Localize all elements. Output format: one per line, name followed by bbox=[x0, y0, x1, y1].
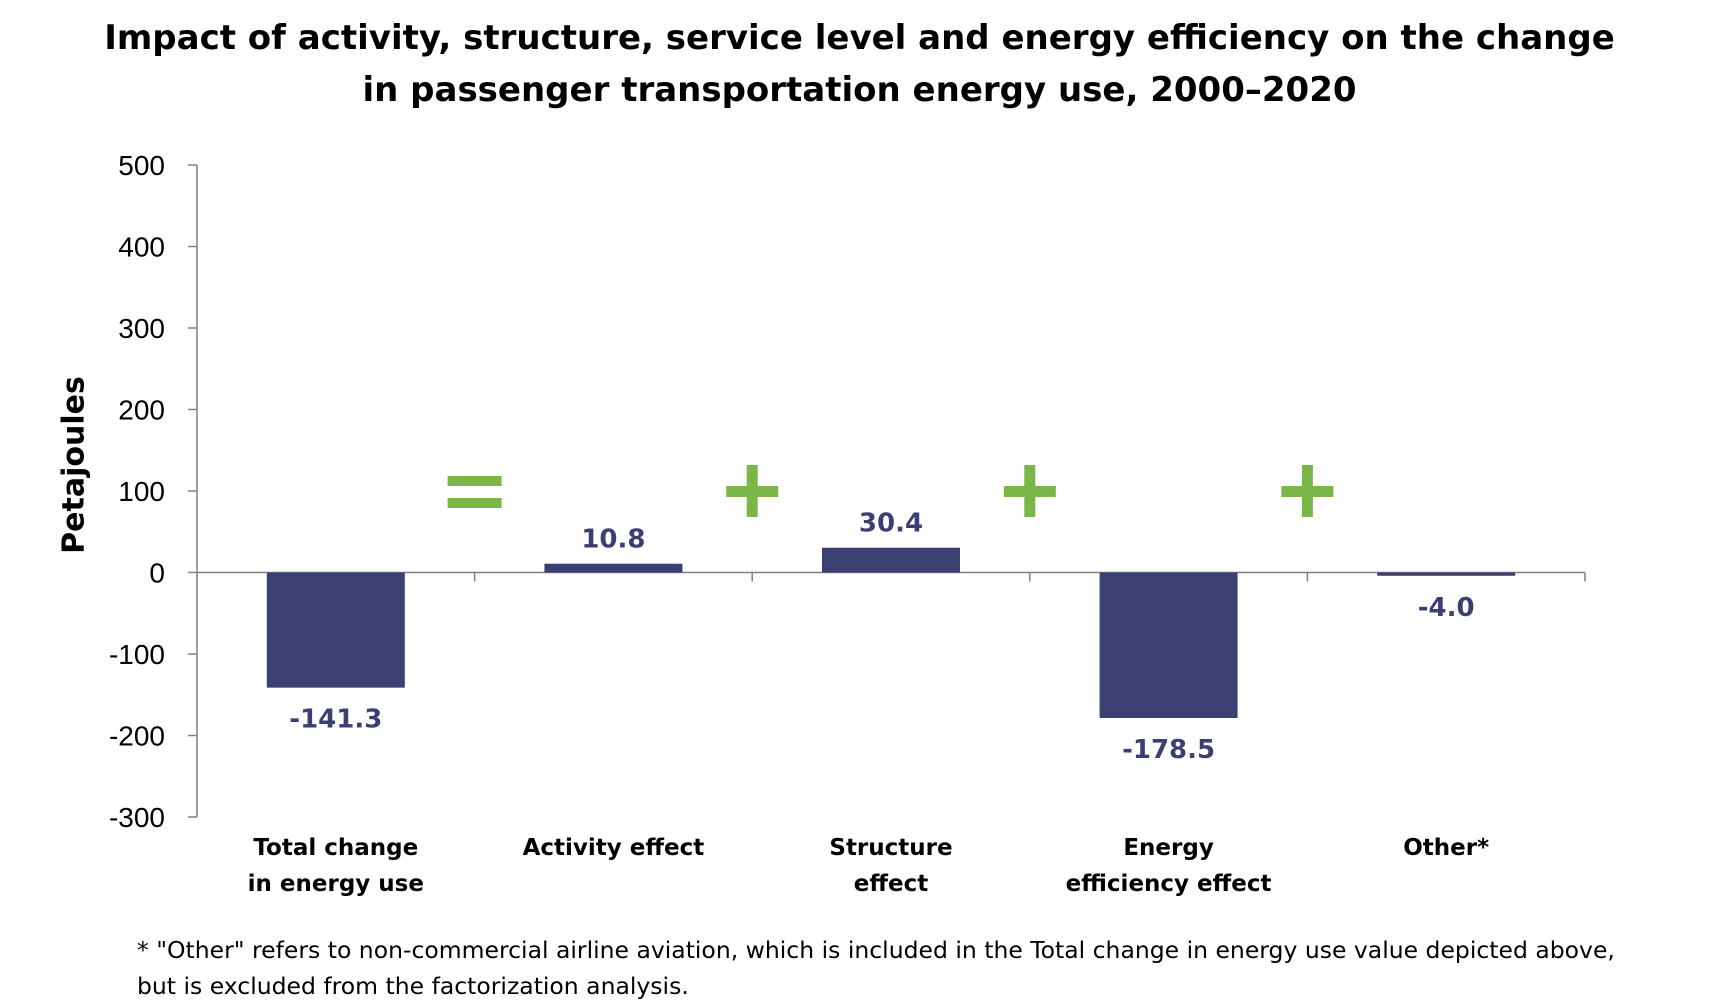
category-label: Energy bbox=[1123, 835, 1213, 861]
footnote: * "Other" refers to non-commercial airli… bbox=[137, 932, 1697, 1004]
bar bbox=[1099, 572, 1238, 718]
y-tick-label: -200 bbox=[109, 721, 165, 752]
chart-title: Impact of activity, structure, service l… bbox=[0, 12, 1719, 116]
plus-sign-bar bbox=[1301, 465, 1313, 517]
data-label: -141.3 bbox=[289, 705, 382, 735]
equals-sign-bar bbox=[447, 476, 502, 486]
y-tick-label: 500 bbox=[118, 150, 165, 181]
equals-sign-bar bbox=[447, 498, 502, 508]
bars bbox=[266, 547, 1516, 718]
plus-sign-bar bbox=[746, 465, 758, 517]
y-tick-label: -100 bbox=[109, 639, 165, 670]
plus-sign bbox=[1003, 465, 1056, 517]
data-label: 30.4 bbox=[859, 509, 923, 539]
category-label: in energy use bbox=[248, 871, 424, 897]
plus-sign-bar bbox=[1024, 465, 1036, 517]
plus-sign bbox=[726, 465, 779, 517]
bar bbox=[544, 563, 683, 573]
data-label: -4.0 bbox=[1418, 593, 1475, 623]
labels: -141.3 Total change in energy use 10.8 Activ… bbox=[248, 465, 1489, 897]
chart-title-line-2: in passenger transportation energy use, … bbox=[362, 70, 1357, 110]
y-tick-label: 200 bbox=[118, 395, 165, 426]
plus-sign bbox=[1281, 465, 1334, 517]
category-label: efficiency effect bbox=[1066, 871, 1272, 897]
bar bbox=[1377, 572, 1516, 576]
y-tick-label: 100 bbox=[118, 476, 165, 507]
bar bbox=[822, 547, 960, 573]
y-tick-label: 300 bbox=[118, 313, 165, 344]
chart-title-line-1: Impact of activity, structure, service l… bbox=[104, 18, 1615, 58]
category-label: Structure bbox=[829, 835, 952, 861]
axes: 500 400 300 200 100 0 -100 -200 -300 bbox=[109, 150, 1586, 833]
y-tick-label: -300 bbox=[109, 802, 165, 833]
footnote-line-1: * "Other" refers to non-commercial airli… bbox=[137, 936, 1615, 964]
equals-sign bbox=[447, 476, 502, 508]
y-tick-label: 400 bbox=[118, 232, 165, 263]
bar-chart: 500 400 300 200 100 0 -100 -200 -300 -141.3 Total… bbox=[109, 150, 1586, 897]
y-tick-label: 0 bbox=[149, 558, 165, 589]
footnote-line-2: but is excluded from the factorization a… bbox=[137, 972, 689, 1000]
category-label: Other* bbox=[1403, 835, 1489, 861]
bar bbox=[266, 572, 405, 688]
category-label: effect bbox=[854, 871, 928, 897]
category-label: Activity effect bbox=[523, 835, 705, 861]
data-label: 10.8 bbox=[581, 525, 645, 555]
data-label: -178.5 bbox=[1122, 735, 1215, 765]
category-label: Total change bbox=[253, 835, 418, 861]
